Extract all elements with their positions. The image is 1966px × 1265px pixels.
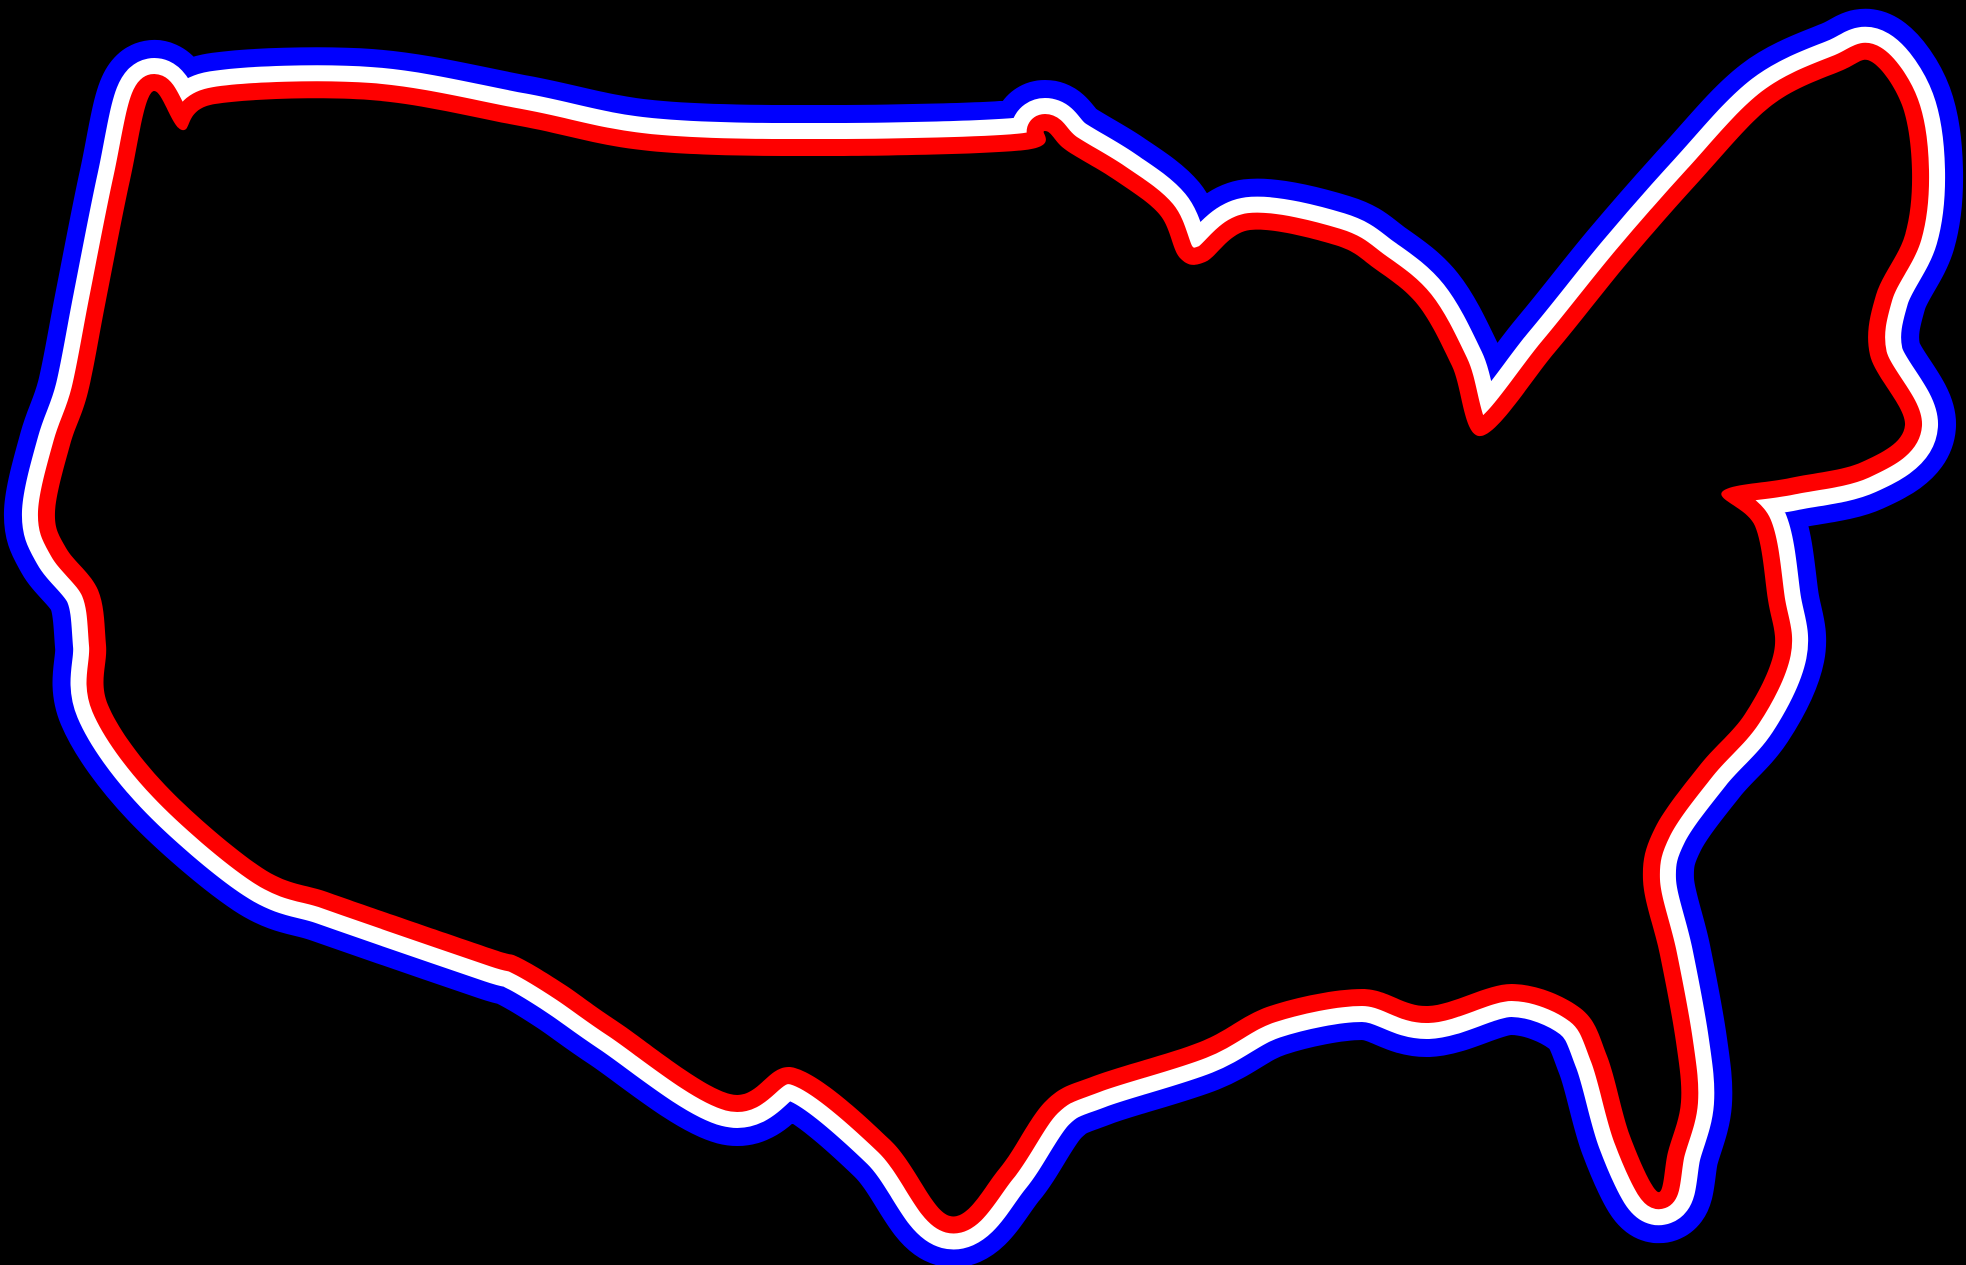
usa-map-interior-fill [54, 59, 1913, 1217]
